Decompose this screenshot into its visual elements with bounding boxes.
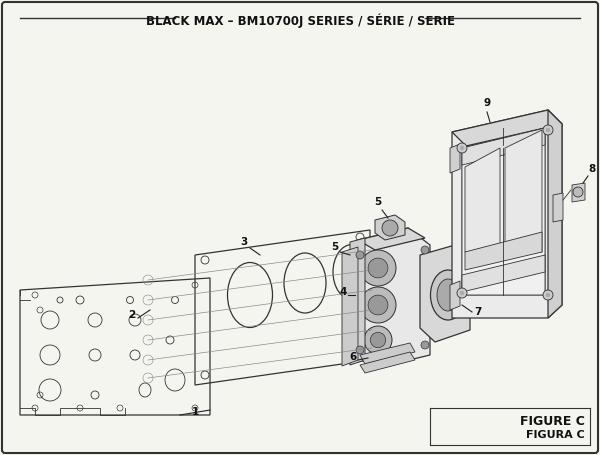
Circle shape	[370, 332, 386, 348]
Circle shape	[573, 187, 583, 197]
Circle shape	[457, 143, 467, 153]
Circle shape	[546, 128, 550, 132]
Circle shape	[543, 290, 553, 300]
Text: 5: 5	[331, 242, 338, 252]
Ellipse shape	[437, 279, 459, 311]
Text: 1: 1	[191, 407, 199, 417]
Polygon shape	[465, 148, 500, 252]
Text: 2: 2	[128, 310, 136, 320]
Circle shape	[360, 250, 396, 286]
Circle shape	[356, 251, 364, 259]
Polygon shape	[452, 110, 562, 146]
Polygon shape	[450, 144, 460, 173]
Text: BLACK MAX – BM10700J SERIES / SÉRIE / SERIE: BLACK MAX – BM10700J SERIES / SÉRIE / SE…	[146, 14, 455, 29]
Text: 5: 5	[374, 197, 382, 207]
Polygon shape	[358, 228, 430, 367]
Text: 3: 3	[241, 237, 248, 247]
Polygon shape	[360, 343, 415, 364]
Polygon shape	[548, 110, 562, 318]
Circle shape	[372, 327, 378, 333]
Circle shape	[382, 220, 398, 236]
Circle shape	[356, 346, 364, 354]
Circle shape	[364, 326, 392, 354]
Circle shape	[372, 267, 378, 273]
Circle shape	[421, 341, 429, 349]
Circle shape	[372, 247, 378, 253]
Text: FIGURE C: FIGURE C	[520, 415, 585, 428]
Text: 8: 8	[589, 164, 596, 174]
Polygon shape	[462, 128, 545, 165]
Polygon shape	[452, 110, 562, 318]
Circle shape	[360, 287, 396, 323]
Polygon shape	[342, 247, 358, 366]
Polygon shape	[420, 245, 470, 342]
Polygon shape	[358, 228, 425, 250]
Text: 4: 4	[340, 287, 347, 297]
Circle shape	[372, 287, 378, 293]
Circle shape	[368, 258, 388, 278]
Polygon shape	[375, 215, 405, 240]
Circle shape	[546, 293, 550, 297]
Polygon shape	[450, 281, 460, 310]
Circle shape	[368, 295, 388, 315]
Text: 7: 7	[475, 307, 482, 317]
Circle shape	[460, 146, 464, 150]
Circle shape	[421, 246, 429, 254]
Text: 9: 9	[484, 98, 491, 108]
Polygon shape	[505, 130, 542, 252]
Polygon shape	[465, 232, 542, 270]
Polygon shape	[462, 128, 545, 295]
Text: FIGURA C: FIGURA C	[526, 430, 585, 440]
Polygon shape	[360, 352, 415, 373]
Ellipse shape	[431, 270, 466, 320]
Circle shape	[457, 288, 467, 298]
Circle shape	[460, 291, 464, 295]
Text: 6: 6	[349, 352, 356, 362]
Circle shape	[372, 307, 378, 313]
Circle shape	[543, 125, 553, 135]
Circle shape	[372, 345, 378, 351]
Polygon shape	[350, 238, 365, 365]
Polygon shape	[553, 193, 563, 222]
Polygon shape	[462, 255, 545, 292]
Polygon shape	[572, 183, 585, 202]
